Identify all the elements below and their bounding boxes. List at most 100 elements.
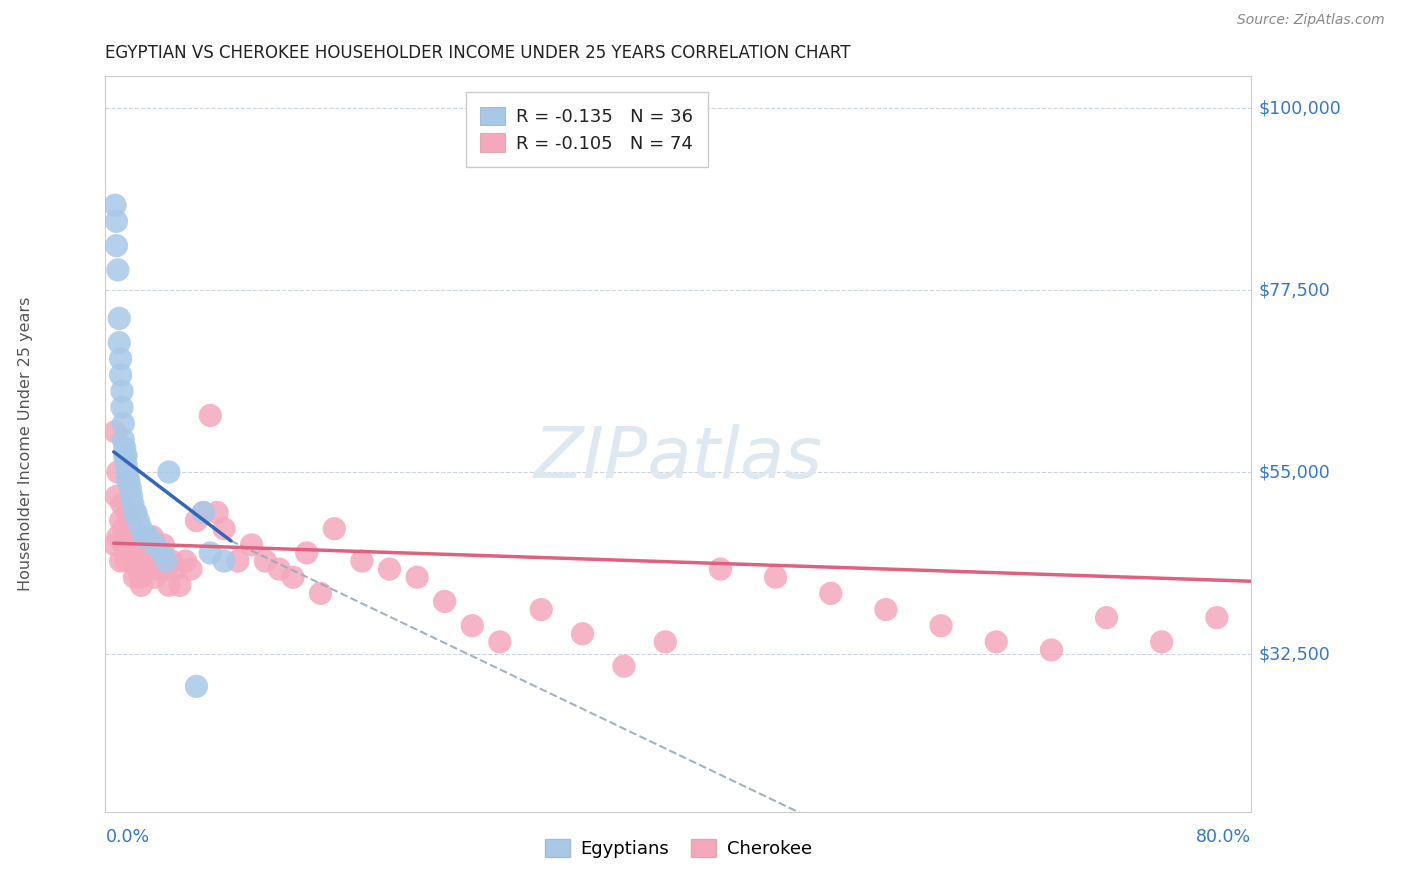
Point — [160, 554, 183, 568]
Point — [110, 514, 132, 528]
Point — [107, 465, 129, 479]
Text: 80.0%: 80.0% — [1197, 828, 1251, 846]
Point — [136, 530, 159, 544]
Point — [110, 368, 132, 382]
Point — [986, 635, 1008, 649]
Point — [117, 473, 139, 487]
Point — [107, 263, 129, 277]
Point — [128, 514, 150, 528]
Point — [111, 401, 134, 415]
Point — [193, 506, 215, 520]
Point — [104, 198, 127, 212]
Point — [118, 538, 141, 552]
Point — [186, 679, 208, 693]
Point — [157, 465, 180, 479]
Text: EGYPTIAN VS CHEROKEE HOUSEHOLDER INCOME UNDER 25 YEARS CORRELATION CHART: EGYPTIAN VS CHEROKEE HOUSEHOLDER INCOME … — [105, 45, 851, 62]
Point — [120, 481, 142, 495]
Point — [150, 546, 173, 560]
Point — [117, 465, 139, 479]
Point — [128, 538, 150, 552]
Text: Householder Income Under 25 years: Householder Income Under 25 years — [18, 296, 32, 591]
Point — [105, 238, 128, 252]
Point — [115, 530, 138, 544]
Point — [129, 570, 152, 584]
Point — [157, 578, 180, 592]
Point — [254, 554, 277, 568]
Point — [141, 530, 163, 544]
Point — [110, 554, 132, 568]
Point — [132, 546, 155, 560]
Point — [121, 522, 143, 536]
Point — [124, 506, 146, 520]
Point — [378, 562, 401, 576]
Point — [226, 554, 249, 568]
Point — [121, 538, 143, 552]
Point — [212, 554, 235, 568]
Point — [105, 489, 128, 503]
Point — [193, 506, 215, 520]
Point — [654, 635, 676, 649]
Point — [1040, 643, 1063, 657]
Point — [122, 546, 145, 560]
Point — [155, 562, 177, 576]
Point — [125, 506, 148, 520]
Point — [118, 473, 141, 487]
Point — [112, 522, 135, 536]
Point — [117, 506, 139, 520]
Point — [114, 441, 136, 455]
Point — [165, 562, 187, 576]
Point — [115, 457, 138, 471]
Point — [152, 538, 174, 552]
Point — [323, 522, 346, 536]
Point — [112, 433, 135, 447]
Point — [488, 635, 510, 649]
Point — [613, 659, 636, 673]
Point — [1205, 610, 1227, 624]
Point — [108, 311, 131, 326]
Point — [108, 335, 131, 350]
Point — [127, 562, 149, 576]
Point — [132, 530, 155, 544]
Point — [104, 538, 127, 552]
Point — [115, 554, 138, 568]
Point — [138, 554, 160, 568]
Point — [765, 570, 787, 584]
Point — [115, 449, 138, 463]
Point — [114, 449, 136, 463]
Point — [146, 562, 169, 576]
Legend: Egyptians, Cherokee: Egyptians, Cherokee — [537, 831, 820, 865]
Point — [110, 351, 132, 366]
Point — [433, 594, 456, 608]
Point — [212, 522, 235, 536]
Point — [530, 602, 553, 616]
Point — [205, 506, 228, 520]
Point — [149, 554, 172, 568]
Point — [111, 384, 134, 399]
Point — [180, 562, 202, 576]
Point — [107, 530, 129, 544]
Point — [124, 570, 146, 584]
Point — [350, 554, 373, 568]
Point — [114, 538, 136, 552]
Point — [120, 514, 142, 528]
Point — [1095, 610, 1118, 624]
Point — [143, 538, 166, 552]
Text: Source: ZipAtlas.com: Source: ZipAtlas.com — [1237, 13, 1385, 28]
Point — [1150, 635, 1173, 649]
Point — [124, 530, 146, 544]
Point — [269, 562, 291, 576]
Point — [571, 627, 593, 641]
Point — [406, 570, 429, 584]
Point — [122, 497, 145, 511]
Point — [820, 586, 842, 600]
Text: ZIPatlas: ZIPatlas — [534, 424, 823, 493]
Point — [121, 489, 143, 503]
Point — [461, 618, 484, 632]
Point — [281, 570, 304, 584]
Point — [143, 570, 166, 584]
Point — [112, 417, 135, 431]
Point — [186, 514, 208, 528]
Text: $77,500: $77,500 — [1258, 281, 1330, 299]
Point — [111, 497, 134, 511]
Point — [155, 554, 177, 568]
